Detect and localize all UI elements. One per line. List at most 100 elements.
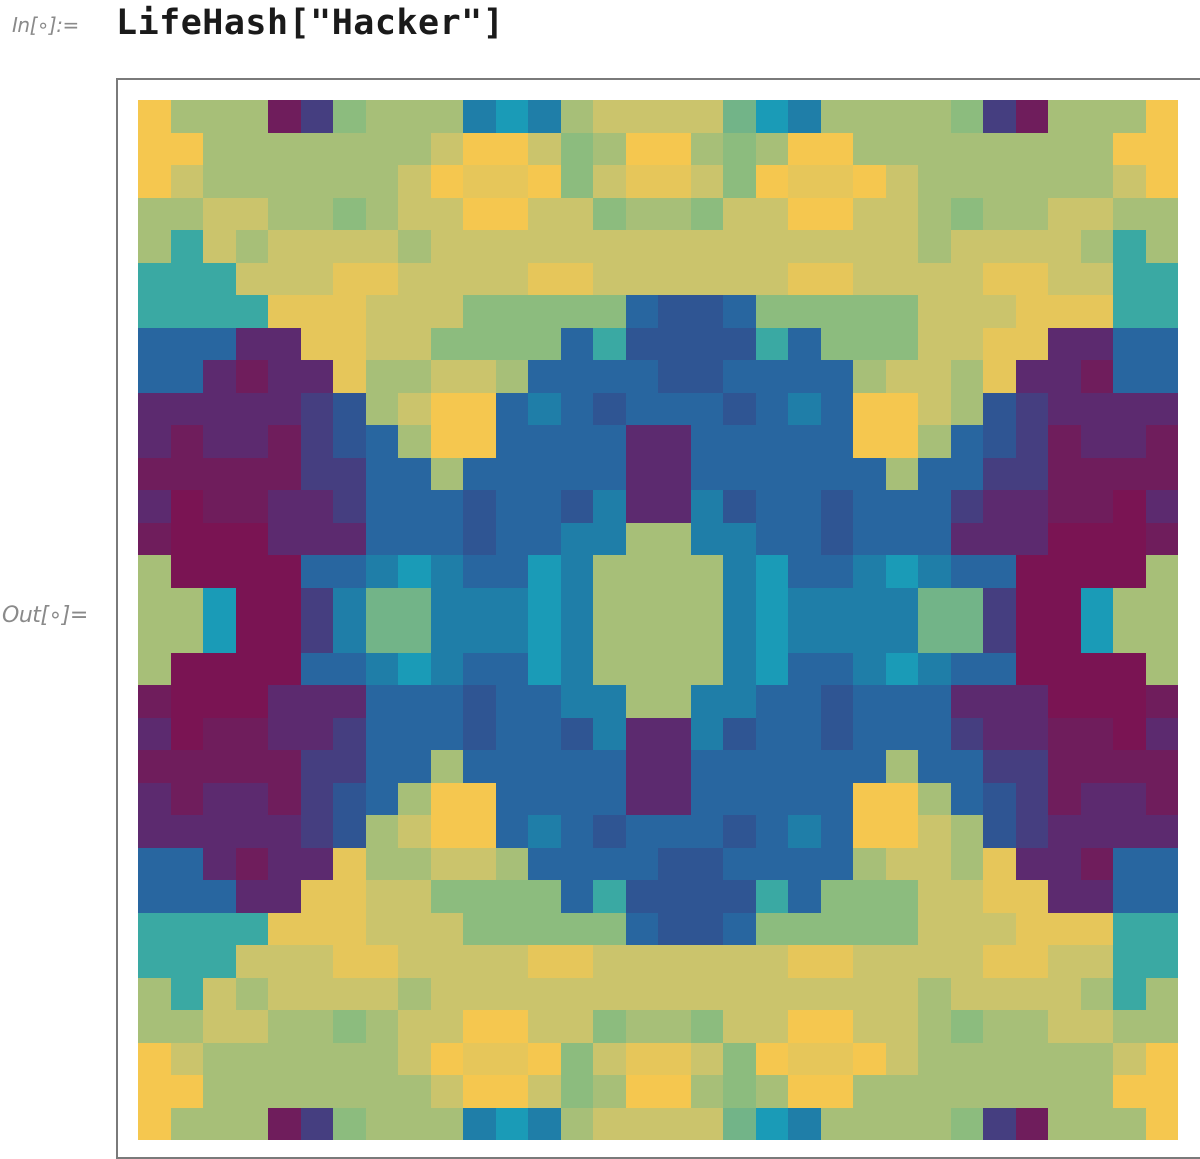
- lifehash-cell: [463, 685, 496, 718]
- lifehash-cell: [1145, 522, 1178, 555]
- lifehash-cell: [235, 425, 268, 458]
- lifehash-cell: [398, 1107, 431, 1140]
- lifehash-cell: [820, 685, 853, 718]
- lifehash-cell: [463, 230, 496, 263]
- lifehash-cell: [983, 685, 1016, 718]
- lifehash-cell: [1015, 555, 1048, 588]
- lifehash-cell: [658, 587, 691, 620]
- lifehash-cell: [1080, 717, 1113, 750]
- lifehash-cell: [593, 1042, 626, 1075]
- lifehash-cell: [430, 880, 463, 913]
- lifehash-cell: [528, 457, 561, 490]
- lifehash-cell: [463, 750, 496, 783]
- lifehash-cell: [950, 815, 983, 848]
- lifehash-cell: [723, 815, 756, 848]
- input-cell-code[interactable]: LifeHash["Hacker"]: [116, 3, 505, 43]
- lifehash-cell: [755, 977, 788, 1010]
- lifehash-image[interactable]: [138, 100, 1178, 1140]
- lifehash-cell: [365, 815, 398, 848]
- lifehash-cell: [1113, 100, 1146, 133]
- lifehash-cell: [1080, 652, 1113, 685]
- lifehash-cell: [495, 197, 528, 230]
- lifehash-cell: [1145, 815, 1178, 848]
- lifehash-cell: [593, 750, 626, 783]
- lifehash-cell: [1080, 1107, 1113, 1140]
- lifehash-cell: [1145, 1042, 1178, 1075]
- lifehash-cell: [495, 977, 528, 1010]
- lifehash-cell: [723, 652, 756, 685]
- lifehash-cell: [1113, 717, 1146, 750]
- lifehash-cell: [788, 847, 821, 880]
- lifehash-cell: [235, 555, 268, 588]
- lifehash-cell: [723, 327, 756, 360]
- lifehash-cell: [203, 1042, 236, 1075]
- lifehash-cell: [138, 1010, 171, 1043]
- lifehash-cell: [235, 750, 268, 783]
- lifehash-cell: [300, 847, 333, 880]
- lifehash-cell: [365, 425, 398, 458]
- lifehash-cell: [138, 262, 171, 295]
- lifehash-cell: [1113, 327, 1146, 360]
- lifehash-cell: [1113, 392, 1146, 425]
- lifehash-cell: [755, 197, 788, 230]
- lifehash-cell: [268, 165, 301, 198]
- lifehash-cell: [1080, 262, 1113, 295]
- lifehash-cell: [1145, 750, 1178, 783]
- lifehash-cell: [1145, 945, 1178, 978]
- lifehash-cell: [853, 425, 886, 458]
- lifehash-cell: [398, 392, 431, 425]
- lifehash-cell: [268, 197, 301, 230]
- lifehash-cell: [1145, 847, 1178, 880]
- lifehash-cell: [300, 490, 333, 523]
- lifehash-cell: [528, 880, 561, 913]
- lifehash-cell: [560, 977, 593, 1010]
- lifehash-cell: [138, 782, 171, 815]
- lifehash-cell: [138, 230, 171, 263]
- lifehash-cell: [560, 457, 593, 490]
- lifehash-cell: [463, 815, 496, 848]
- lifehash-cell: [788, 945, 821, 978]
- lifehash-cell: [788, 782, 821, 815]
- lifehash-cell: [853, 1042, 886, 1075]
- lifehash-cell: [1015, 782, 1048, 815]
- lifehash-cell: [918, 490, 951, 523]
- lifehash-cell: [528, 652, 561, 685]
- lifehash-cell: [203, 132, 236, 165]
- lifehash-cell: [658, 620, 691, 653]
- lifehash-cell: [723, 717, 756, 750]
- lifehash-cell: [528, 717, 561, 750]
- lifehash-cell: [560, 652, 593, 685]
- lifehash-cell: [1113, 555, 1146, 588]
- lifehash-cell: [268, 912, 301, 945]
- lifehash-cell: [300, 587, 333, 620]
- lifehash-cell: [853, 132, 886, 165]
- lifehash-cell: [918, 425, 951, 458]
- lifehash-cell: [268, 977, 301, 1010]
- lifehash-cell: [690, 685, 723, 718]
- lifehash-cell: [690, 100, 723, 133]
- lifehash-cell: [1080, 1075, 1113, 1108]
- lifehash-cell: [950, 230, 983, 263]
- lifehash-cell: [820, 1107, 853, 1140]
- lifehash-cell: [983, 262, 1016, 295]
- lifehash-cell: [463, 165, 496, 198]
- lifehash-cell: [1145, 782, 1178, 815]
- lifehash-cell: [300, 945, 333, 978]
- lifehash-cell: [235, 977, 268, 1010]
- lifehash-cell: [398, 230, 431, 263]
- lifehash-cell: [528, 522, 561, 555]
- lifehash-cell: [1113, 620, 1146, 653]
- lifehash-cell: [430, 1107, 463, 1140]
- lifehash-cell: [755, 262, 788, 295]
- lifehash-cell: [528, 327, 561, 360]
- lifehash-cell: [625, 425, 658, 458]
- lifehash-cell: [950, 425, 983, 458]
- lifehash-cell: [625, 1042, 658, 1075]
- lifehash-cell: [950, 1010, 983, 1043]
- lifehash-cell: [1113, 912, 1146, 945]
- lifehash-cell: [1048, 360, 1081, 393]
- lifehash-cell: [560, 717, 593, 750]
- lifehash-cell: [333, 100, 366, 133]
- lifehash-cell: [1048, 782, 1081, 815]
- lifehash-cell: [853, 360, 886, 393]
